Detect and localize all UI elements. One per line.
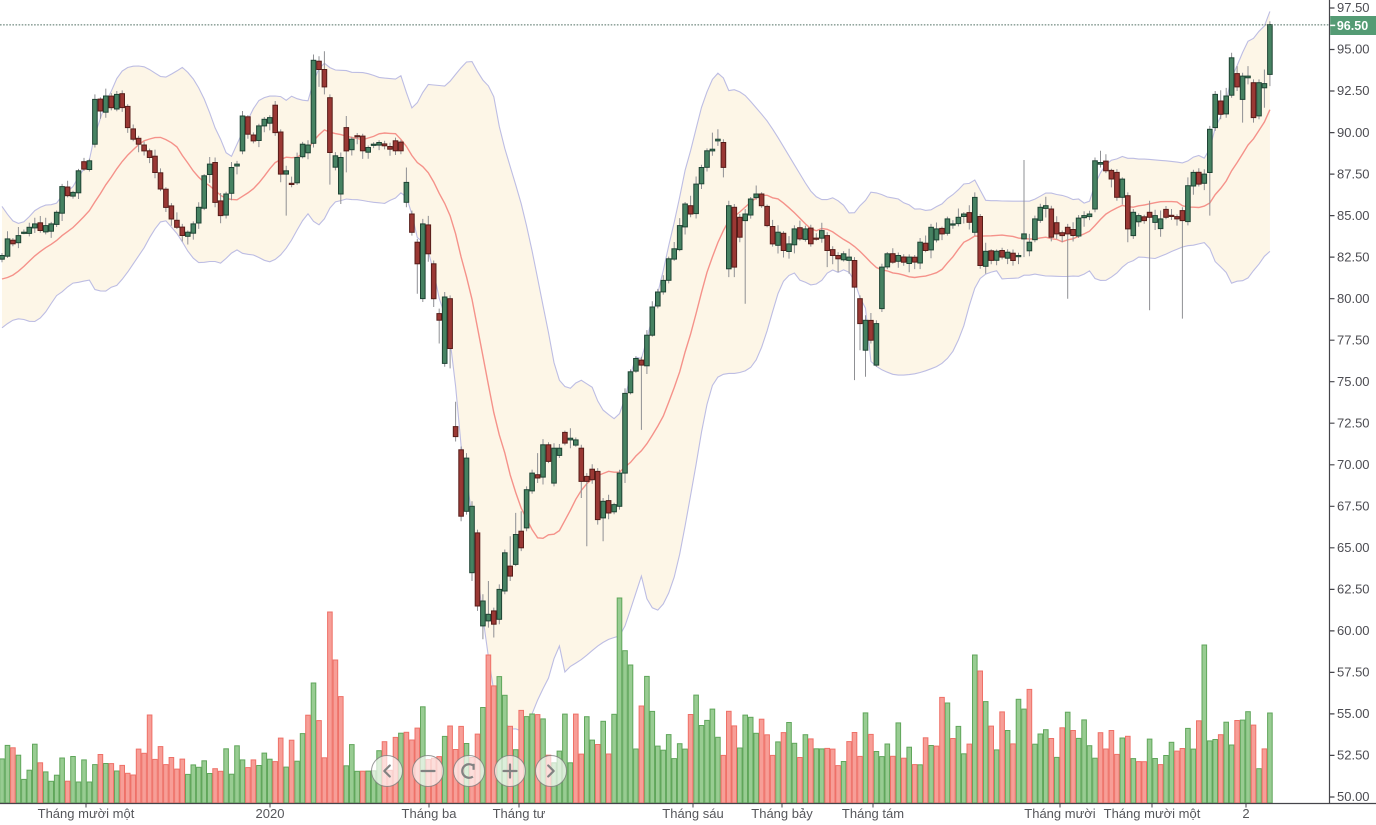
svg-text:70.00: 70.00: [1337, 457, 1370, 472]
svg-text:87.50: 87.50: [1337, 166, 1370, 181]
svg-text:96.50: 96.50: [1337, 19, 1368, 33]
svg-text:92.50: 92.50: [1337, 83, 1370, 98]
svg-text:Tháng tư: Tháng tư: [493, 806, 546, 821]
svg-text:50.00: 50.00: [1337, 789, 1370, 804]
svg-text:Tháng tám: Tháng tám: [842, 806, 904, 821]
svg-text:72.50: 72.50: [1337, 415, 1370, 430]
svg-text:75.00: 75.00: [1337, 374, 1370, 389]
svg-text:52.50: 52.50: [1337, 748, 1370, 763]
svg-text:95.00: 95.00: [1337, 42, 1370, 57]
svg-text:57.50: 57.50: [1337, 665, 1370, 680]
svg-text:2: 2: [1242, 806, 1249, 821]
svg-text:2020: 2020: [256, 806, 285, 821]
svg-text:85.00: 85.00: [1337, 208, 1370, 223]
svg-text:77.50: 77.50: [1337, 332, 1370, 347]
svg-text:65.00: 65.00: [1337, 540, 1370, 555]
svg-text:Tháng mười một: Tháng mười một: [38, 806, 135, 821]
svg-text:Tháng mười một: Tháng mười một: [1104, 806, 1201, 821]
svg-text:80.00: 80.00: [1337, 291, 1370, 306]
svg-text:Tháng bảy: Tháng bảy: [751, 806, 813, 821]
svg-text:Tháng mười: Tháng mười: [1024, 806, 1096, 821]
svg-text:67.50: 67.50: [1337, 499, 1370, 514]
svg-text:Tháng ba: Tháng ba: [402, 806, 458, 821]
svg-text:Tháng sáu: Tháng sáu: [662, 806, 723, 821]
svg-text:82.50: 82.50: [1337, 249, 1370, 264]
svg-text:55.00: 55.00: [1337, 706, 1370, 721]
svg-text:97.50: 97.50: [1337, 0, 1370, 15]
svg-text:62.50: 62.50: [1337, 582, 1370, 597]
svg-text:60.00: 60.00: [1337, 623, 1370, 638]
svg-text:90.00: 90.00: [1337, 125, 1370, 140]
